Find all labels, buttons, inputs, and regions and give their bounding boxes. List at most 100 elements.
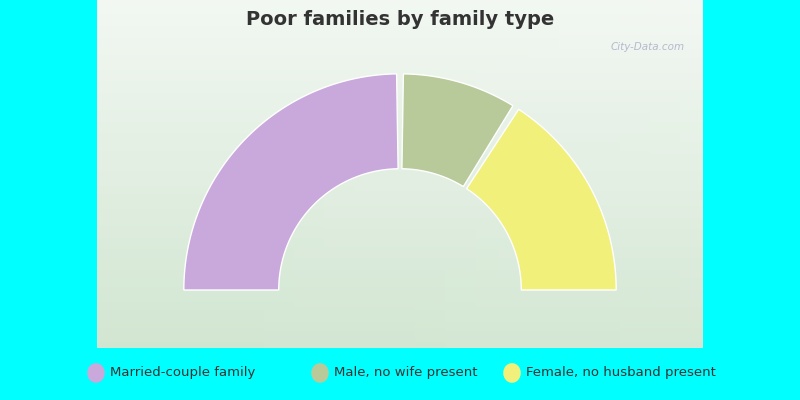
Bar xyxy=(97,188,703,191)
Bar xyxy=(97,84,703,87)
Bar xyxy=(180,0,188,348)
Bar xyxy=(97,139,703,142)
Bar xyxy=(97,154,703,156)
Bar xyxy=(97,162,703,165)
Bar xyxy=(97,232,703,235)
Bar xyxy=(97,99,703,102)
Bar xyxy=(650,0,658,348)
Bar xyxy=(263,0,271,348)
Bar xyxy=(97,307,703,310)
Bar xyxy=(627,0,635,348)
Bar xyxy=(97,203,703,206)
Bar xyxy=(97,46,703,49)
Bar xyxy=(97,136,703,139)
Bar xyxy=(97,55,703,58)
Bar xyxy=(688,0,696,348)
Bar xyxy=(97,276,703,278)
Bar xyxy=(97,133,703,136)
Bar xyxy=(97,9,703,12)
Bar xyxy=(97,270,703,273)
Bar xyxy=(97,223,703,226)
Bar xyxy=(97,273,703,276)
Bar xyxy=(97,116,703,119)
Bar xyxy=(370,0,378,348)
Bar xyxy=(234,0,241,348)
Bar xyxy=(97,229,703,232)
Bar xyxy=(165,0,173,348)
Bar xyxy=(97,194,703,197)
Bar xyxy=(173,0,180,348)
Bar xyxy=(97,293,703,296)
Bar xyxy=(537,0,544,348)
Bar xyxy=(218,0,226,348)
Bar xyxy=(97,171,703,174)
Bar xyxy=(635,0,642,348)
Bar xyxy=(97,113,703,116)
Bar xyxy=(97,29,703,32)
Polygon shape xyxy=(466,109,616,290)
Text: Female, no husband present: Female, no husband present xyxy=(526,366,716,380)
Bar xyxy=(506,0,514,348)
Bar xyxy=(97,160,703,162)
Bar xyxy=(642,0,650,348)
Bar xyxy=(97,328,703,330)
Bar xyxy=(97,281,703,284)
Bar xyxy=(400,0,407,348)
Bar xyxy=(97,342,703,345)
Bar xyxy=(97,214,703,218)
Bar xyxy=(362,0,370,348)
Bar xyxy=(590,0,597,348)
Bar xyxy=(97,32,703,35)
Text: Married-couple family: Married-couple family xyxy=(110,366,256,380)
Bar xyxy=(529,0,537,348)
Bar xyxy=(97,58,703,61)
Bar xyxy=(97,142,703,145)
Bar xyxy=(514,0,522,348)
Bar xyxy=(97,316,703,319)
Bar xyxy=(347,0,354,348)
Bar xyxy=(597,0,605,348)
Bar xyxy=(97,197,703,200)
Bar xyxy=(97,174,703,177)
Bar xyxy=(97,284,703,287)
Bar xyxy=(97,304,703,307)
Bar xyxy=(97,67,703,70)
Bar xyxy=(97,49,703,52)
Bar xyxy=(97,14,703,17)
Bar xyxy=(286,0,294,348)
Bar xyxy=(97,102,703,104)
Text: Poor families by family type: Poor families by family type xyxy=(246,10,554,30)
Bar xyxy=(393,0,400,348)
Bar xyxy=(97,3,703,6)
Bar xyxy=(97,96,703,99)
Bar xyxy=(97,81,703,84)
Bar xyxy=(97,313,703,316)
Ellipse shape xyxy=(503,363,521,383)
Bar xyxy=(97,319,703,322)
Bar xyxy=(97,130,703,133)
Bar xyxy=(249,0,256,348)
Polygon shape xyxy=(402,74,513,186)
Bar xyxy=(97,290,703,293)
Bar xyxy=(317,0,324,348)
Bar xyxy=(97,310,703,313)
Bar xyxy=(97,17,703,20)
Bar xyxy=(294,0,302,348)
Bar xyxy=(97,206,703,209)
Bar xyxy=(97,218,703,220)
Bar xyxy=(97,200,703,203)
Bar xyxy=(97,64,703,67)
Bar xyxy=(97,72,703,75)
Bar xyxy=(324,0,332,348)
Bar xyxy=(476,0,483,348)
Bar xyxy=(226,0,234,348)
Bar xyxy=(97,151,703,154)
Bar xyxy=(271,0,278,348)
Bar xyxy=(97,345,703,348)
Bar xyxy=(97,41,703,44)
Bar xyxy=(97,90,703,93)
Bar xyxy=(104,0,112,348)
Bar xyxy=(620,0,627,348)
Bar xyxy=(430,0,438,348)
Bar xyxy=(378,0,385,348)
